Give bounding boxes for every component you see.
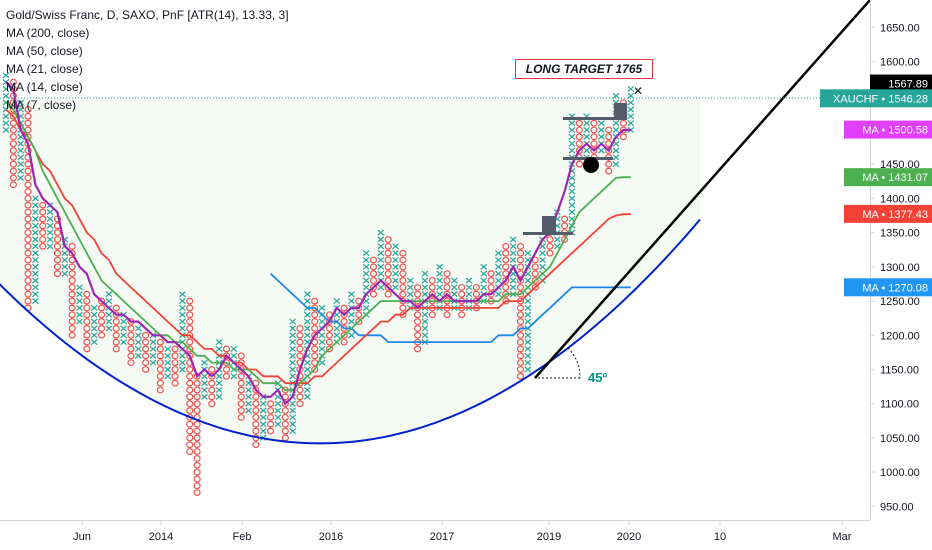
legend-ma-21[interactable]: MA (21, close) [6, 62, 83, 76]
price-tags: 1567.89 XAUCHF • 1546.28 MA • 1500.58 MA • … [820, 74, 932, 297]
price-tag: MA • 1377.43 [844, 204, 932, 223]
y-tick-label: 1350.00 [880, 228, 920, 240]
price-tag: MA • 1270.08 [844, 278, 932, 297]
x-column [392, 243, 399, 291]
trend-line [534, 0, 870, 379]
o-column [281, 386, 289, 442]
x-column [436, 263, 444, 311]
o-column [325, 311, 333, 353]
price-tag-text: MA • 1431.07 [862, 172, 928, 184]
x-tick-label: 2019 [537, 531, 561, 543]
legend-ma-50[interactable]: MA (50, close) [6, 44, 83, 58]
o-column [97, 297, 106, 339]
price-tag-text: MA • 1377.43 [862, 209, 928, 221]
y-tick-label: 1300.00 [880, 262, 920, 274]
o-column [112, 304, 120, 353]
o-column [127, 318, 135, 367]
x-tick-label: Mar [833, 531, 852, 543]
x-column [149, 332, 157, 366]
angle-label: 45º [588, 370, 608, 385]
y-tick-label: 1600.00 [880, 57, 920, 69]
o-column [142, 331, 150, 373]
y-tick-label: 1000.00 [880, 467, 920, 479]
price-tag-text: MA • 1500.58 [862, 125, 928, 137]
o-column [39, 201, 47, 250]
x-tick-label: 2014 [149, 531, 173, 543]
price-tag-text: MA • 1270.08 [862, 282, 928, 294]
x-column [32, 195, 39, 305]
o-column [605, 126, 613, 175]
o-column [156, 338, 164, 394]
level-markers [523, 103, 627, 235]
ma-21-line [5, 108, 631, 385]
price-tag: MA • 1500.58 [844, 120, 932, 139]
y-tick-label: 950.00 [880, 501, 914, 513]
legend-title[interactable]: Gold/Swiss Franc, D, SAXO, PnF [ATR(14),… [6, 8, 289, 22]
o-column [208, 366, 216, 408]
x-tick-label: 2017 [430, 531, 454, 543]
y-tick-label: 1650.00 [880, 22, 920, 34]
o-column [222, 345, 231, 380]
current-cross-marker: ✕ [633, 84, 643, 98]
legend-ma-200[interactable]: MA (200, close) [6, 26, 90, 40]
y-tick-label: 1100.00 [880, 399, 919, 411]
x-column [164, 345, 172, 380]
price-tag: MA • 1431.07 [844, 168, 932, 187]
x-tick-label: 2020 [617, 531, 641, 543]
x-column [289, 318, 297, 435]
o-column [171, 345, 179, 387]
x-column [509, 236, 517, 298]
o-column [267, 400, 275, 435]
o-column [53, 215, 62, 278]
o-column [83, 290, 91, 353]
x-column [627, 85, 635, 134]
o-column [531, 256, 539, 291]
x-column [421, 270, 429, 346]
y-tick-label: 1150.00 [880, 364, 919, 376]
x-tick-label: Jun [73, 531, 91, 543]
chart-legend: Gold/Swiss Franc, D, SAXO, PnF [ATR(14),… [6, 6, 289, 114]
x-tick-label: 2016 [319, 531, 343, 543]
o-column [369, 256, 378, 298]
y-tick-label: 1400.00 [880, 193, 920, 205]
long-target-label: LONG TARGET 1765 [515, 59, 653, 79]
ma-14-line [5, 101, 631, 391]
o-column [516, 242, 525, 380]
y-tick-label: 1050.00 [880, 433, 920, 445]
o-column [186, 297, 194, 455]
x-column [377, 229, 385, 291]
y-tick-label: 1200.00 [880, 330, 920, 342]
o-column [296, 325, 304, 408]
price-tag: XAUCHF • 1546.28 [820, 89, 932, 108]
o-column [384, 236, 392, 298]
price-tag-text: XAUCHF • 1546.28 [833, 93, 928, 105]
o-column [340, 304, 348, 346]
x-tick-label: Feb [233, 531, 252, 543]
legend-ma-7[interactable]: MA (7, close) [6, 98, 77, 112]
x-column [90, 304, 98, 346]
ma-7-line [5, 81, 631, 406]
o-column [502, 242, 510, 305]
x-column [134, 325, 142, 359]
price-tag-text: 1567.89 [888, 79, 928, 91]
time-axis[interactable]: Jun 2014 Feb 2016 2017 2019 2020 10 Mar [73, 520, 852, 543]
cup-arc [0, 218, 701, 445]
cup-fill [0, 98, 700, 444]
angle-arc [567, 347, 581, 379]
y-tick-label: 1250.00 [880, 296, 920, 308]
legend-ma-14[interactable]: MA (14, close) [6, 80, 83, 94]
price-tag: 1567.89 [870, 74, 932, 93]
o-column [575, 119, 583, 168]
x-column [76, 284, 83, 325]
x-tick-label: 10 [714, 531, 726, 543]
